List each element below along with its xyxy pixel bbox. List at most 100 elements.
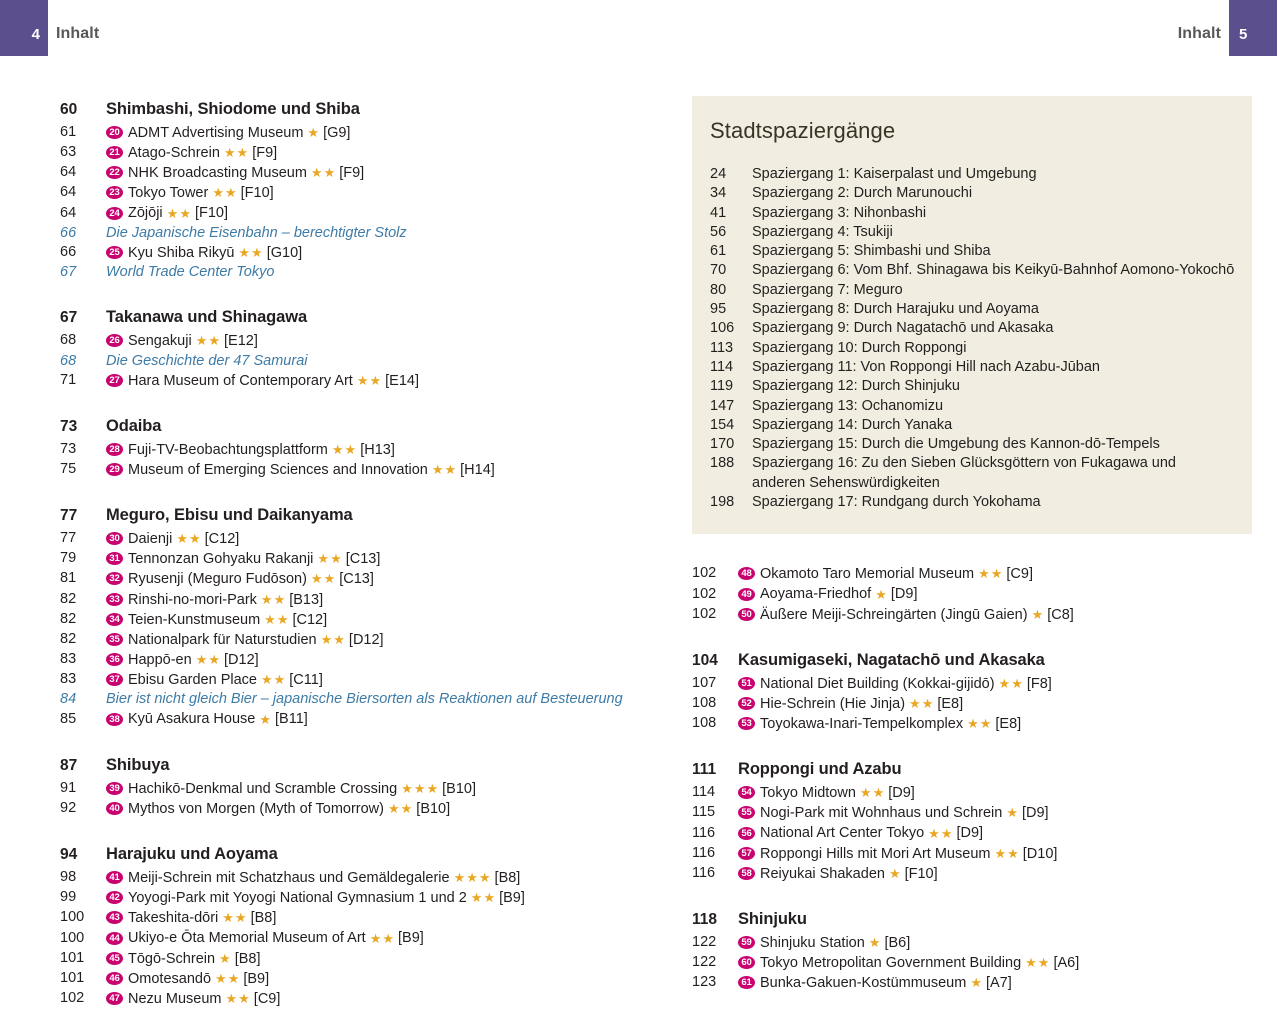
toc-poi-row[interactable]: 101 46 Omotesandō ★★ [B9] — [60, 969, 640, 989]
map-grid-reference: [E8] — [937, 695, 964, 712]
toc-poi-row[interactable]: 92 40 Mythos von Morgen (Myth of Tomorrow)… — [60, 799, 640, 819]
toc-poi-row[interactable]: 83 36 Happō-en ★★ [D12] — [60, 650, 640, 670]
map-grid-reference: [D9] — [888, 785, 915, 802]
entry-text: 48 Okamoto Taro Memorial Museum ★★ [C9] — [738, 565, 1033, 584]
map-grid-reference: [C12] — [204, 531, 240, 548]
walks-list-item[interactable]: 147 Spaziergang 13: Ochanomizu — [692, 397, 1252, 416]
toc-poi-row[interactable]: 123 61 Bunka-Gakuen-Kostümmuseum ★ [A7] — [692, 973, 1252, 993]
folio-block-right: 5 — [1229, 0, 1277, 56]
toc-poi-row[interactable]: 114 54 Tokyo Midtown ★★ [D9] — [692, 783, 1252, 803]
toc-poi-row[interactable]: 64 23 Tokyo Tower ★★ [F10] — [60, 183, 640, 203]
toc-poi-row[interactable]: 116 57 Roppongi Hills mit Mori Art Museum ★… — [692, 844, 1252, 864]
map-grid-reference: [H13] — [360, 441, 395, 458]
toc-poi-row[interactable]: 82 34 Teien-Kunstmuseum ★★ [C12] — [60, 610, 640, 630]
toc-section-heading[interactable]: 118 Shinjuku — [692, 906, 1252, 933]
toc-section-heading[interactable]: 111 Roppongi und Azabu — [692, 756, 1252, 783]
toc-poi-row[interactable]: 81 32 Ryusenji (Meguro Fudōson) ★★ [C13] — [60, 569, 640, 589]
walks-list-item[interactable]: 114 Spaziergang 11: Von Roppongi Hill nac… — [692, 358, 1252, 377]
toc-section-heading[interactable]: 60 Shimbashi, Shiodome und Shiba — [60, 96, 640, 123]
walks-list-item[interactable]: 113 Spaziergang 10: Durch Roppongi — [692, 339, 1252, 358]
toc-poi-row[interactable]: 77 30 Daienji ★★ [C12] — [60, 529, 640, 549]
running-header: 4 Inhalt Inhalt 5 — [0, 0, 1277, 56]
map-grid-reference: [B8] — [250, 910, 277, 927]
toc-poi-row[interactable]: 100 43 Takeshita-dōri ★★ [B8] — [60, 908, 640, 928]
toc-section-heading[interactable]: 87 Shibuya — [60, 752, 640, 779]
toc-poi-row[interactable]: 116 56 National Art Center Tokyo ★★ [D9] — [692, 824, 1252, 844]
walks-list-item[interactable]: 24 Spaziergang 1: Kaiserpalast und Umgebu… — [692, 165, 1252, 184]
poi-label: Museum of Emerging Sciences and Innovati… — [128, 461, 428, 478]
toc-poi-row[interactable]: 102 50 Äußere Meiji-Schreingärten (Jingū G… — [692, 605, 1252, 625]
poi-label: Aoyama-Friedhof — [760, 586, 872, 603]
toc-column-left: 60 Shimbashi, Shiodome und Shiba 61 20 ADMT … — [60, 96, 640, 1009]
toc-poi-row[interactable]: 68 26 Sengakuji ★★ [E12] — [60, 331, 640, 351]
toc-poi-row[interactable]: 61 20 ADMT Advertising Museum ★ [G9] — [60, 123, 640, 143]
poi-label: Omotesandō — [128, 970, 212, 987]
walks-list-item[interactable]: anderen Sehenswürdigkeiten — [692, 474, 1252, 493]
walks-list-item[interactable]: 198 Spaziergang 17: Rundgang durch Yokoha… — [692, 493, 1252, 512]
toc-section-heading[interactable]: 67 Takanawa und Shinagawa — [60, 304, 640, 331]
toc-section: 104 Kasumigaseki, Nagatachō und Akasaka 10… — [692, 647, 1252, 734]
toc-essay-row[interactable]: 67 World Trade Center Tokyo — [60, 263, 640, 282]
walk-label: Spaziergang 16: Zu den Sieben Glücksgött… — [752, 455, 1176, 472]
toc-poi-row[interactable]: 122 60 Tokyo Metropolitan Government Build… — [692, 953, 1252, 973]
toc-poi-row[interactable]: 79 31 Tennonzan Gohyaku Rakanji ★★ [C13] — [60, 549, 640, 569]
entry-text: 26 Sengakuji ★★ [E12] — [106, 332, 258, 351]
toc-poi-row[interactable]: 108 52 Hie-Schrein (Hie Jinja) ★★ [E8] — [692, 694, 1252, 714]
toc-poi-row[interactable]: 122 59 Shinjuku Station ★ [B6] — [692, 933, 1252, 953]
poi-label: Fuji-TV-Beobachtungsplattform — [128, 441, 328, 458]
toc-essay-row[interactable]: 66 Die Japanische Eisenbahn – berechtigte… — [60, 224, 640, 243]
walks-list-item[interactable]: 70 Spaziergang 6: Vom Bhf. Shinagawa bis … — [692, 261, 1252, 280]
map-grid-reference: [H14] — [460, 461, 495, 478]
toc-poi-row[interactable]: 82 33 Rinshi-no-mori-Park ★★ [B13] — [60, 590, 640, 610]
toc-poi-row[interactable]: 82 35 Nationalpark für Naturstudien ★★ [D12] — [60, 630, 640, 650]
walks-list-item[interactable]: 56 Spaziergang 4: Tsukiji — [692, 223, 1252, 242]
toc-poi-row[interactable]: 75 29 Museum of Emerging Sciences and Inno… — [60, 460, 640, 480]
toc-poi-row[interactable]: 71 27 Hara Museum of Contemporary Art ★★ [E1… — [60, 371, 640, 391]
toc-poi-row[interactable]: 85 38 Kyū Asakura House ★ [B11] — [60, 710, 640, 730]
toc-poi-row[interactable]: 108 53 Toyokawa-Inari-Tempelkomplex ★★ [E8] — [692, 714, 1252, 734]
star-rating-icon: ★★ — [978, 566, 1003, 582]
toc-poi-row[interactable]: 98 41 Meiji-Schrein mit Schatzhaus und Gem… — [60, 868, 640, 888]
walks-list-item[interactable]: 188 Spaziergang 16: Zu den Sieben Glücksg… — [692, 454, 1252, 473]
walks-list-item[interactable]: 106 Spaziergang 9: Durch Nagatachō und Ak… — [692, 319, 1252, 338]
map-grid-reference: [C13] — [339, 571, 374, 588]
toc-section-heading[interactable]: 104 Kasumigaseki, Nagatachō und Akasaka — [692, 647, 1252, 674]
toc-poi-row[interactable]: 73 28 Fuji-TV-Beobachtungsplattform ★★ [H13] — [60, 440, 640, 460]
toc-poi-row[interactable]: 102 48 Okamoto Taro Memorial Museum ★★ [C9] — [692, 564, 1252, 584]
toc-poi-row[interactable]: 91 39 Hachikō-Denkmal und Scramble Crossin… — [60, 779, 640, 799]
toc-section-heading[interactable]: 73 Odaiba — [60, 413, 640, 440]
toc-poi-row[interactable]: 101 45 Tōgō-Schrein ★ [B8] — [60, 949, 640, 969]
toc-poi-row[interactable]: 99 42 Yoyogi-Park mit Yoyogi National Gymn… — [60, 888, 640, 908]
poi-number-badge: 61 — [738, 976, 755, 990]
toc-poi-row[interactable]: 102 49 Aoyama-Friedhof ★ [D9] — [692, 585, 1252, 605]
toc-section-heading[interactable]: 77 Meguro, Ebisu und Daikanyama — [60, 502, 640, 529]
toc-section-heading[interactable]: 94 Harajuku und Aoyama — [60, 841, 640, 868]
toc-poi-row[interactable]: 83 37 Ebisu Garden Place ★★ [C11] — [60, 670, 640, 690]
walks-list-item[interactable]: 80 Spaziergang 7: Meguro — [692, 281, 1252, 300]
walks-list-item[interactable]: 95 Spaziergang 8: Durch Harajuku und Aoya… — [692, 300, 1252, 319]
walks-list-item[interactable]: 154 Spaziergang 14: Durch Yanaka — [692, 416, 1252, 435]
toc-poi-row[interactable]: 66 25 Kyu Shiba Rikyū ★★ [G10] — [60, 243, 640, 263]
toc-poi-row[interactable]: 64 22 NHK Broadcasting Museum ★★ [F9] — [60, 163, 640, 183]
entry-page-number: 66 — [60, 243, 77, 260]
toc-essay-row[interactable]: 68 Die Geschichte der 47 Samurai — [60, 352, 640, 371]
toc-poi-row[interactable]: 64 24 Zōjōji ★★ [F10] — [60, 204, 640, 224]
walks-list-item[interactable]: 41 Spaziergang 3: Nihonbashi — [692, 204, 1252, 223]
toc-poi-row[interactable]: 102 47 Nezu Museum ★★ [C9] — [60, 989, 640, 1009]
poi-number-badge: 57 — [738, 846, 755, 860]
walks-list-item[interactable]: 119 Spaziergang 12: Durch Shinjuku — [692, 377, 1252, 396]
walks-list-item[interactable]: 170 Spaziergang 15: Durch die Umgebung de… — [692, 435, 1252, 454]
entry-text: 27 Hara Museum of Contemporary Art ★★ [E14] — [106, 372, 419, 391]
toc-poi-row[interactable]: 116 58 Reiyukai Shakaden ★ [F10] — [692, 864, 1252, 884]
poi-number-badge: 38 — [106, 712, 123, 726]
walks-list-item[interactable]: 34 Spaziergang 2: Durch Marunouchi — [692, 184, 1252, 203]
toc-poi-row[interactable]: 107 51 National Diet Building (Kokkai-giji… — [692, 674, 1252, 694]
entry-page-number: 82 — [60, 610, 77, 627]
toc-essay-row[interactable]: 84 Bier ist nicht gleich Bier – japanisch… — [60, 690, 640, 709]
entry-text: 22 NHK Broadcasting Museum ★★ [F9] — [106, 164, 364, 183]
walks-list-item[interactable]: 61 Spaziergang 5: Shimbashi und Shiba — [692, 242, 1252, 261]
toc-poi-row[interactable]: 63 21 Atago-Schrein ★★ [F9] — [60, 143, 640, 163]
map-grid-reference: [F8] — [1026, 675, 1052, 692]
toc-poi-row[interactable]: 115 55 Nogi-Park mit Wohnhaus und Schrein ★… — [692, 803, 1252, 823]
toc-poi-row[interactable]: 100 44 Ukiyo-e Ōta Memorial Museum of Art ★… — [60, 929, 640, 949]
